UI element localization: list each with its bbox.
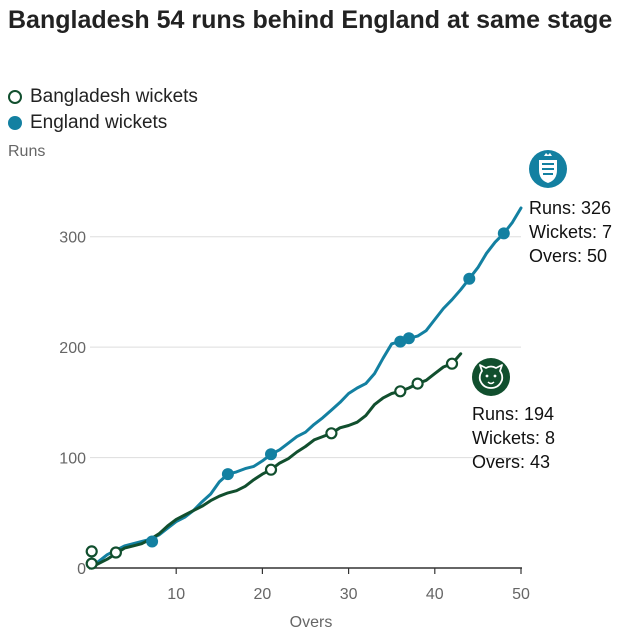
- england-summary: Runs: 326 Wickets: 7 Overs: 50: [529, 198, 612, 266]
- axes: 0 100 200 300 10 20 30 40 50: [59, 230, 530, 603]
- x-axis-title: Overs: [290, 614, 333, 631]
- y-tick-label-0: 0: [77, 561, 86, 578]
- bangladesh-wickets-label: Wickets: 8: [472, 428, 555, 448]
- legend-item-bangladesh: Bangladesh wickets: [8, 84, 198, 110]
- england-overs-label: Overs: 50: [529, 246, 607, 266]
- england-wicket-marker-7: [497, 227, 510, 240]
- legend-marker-bangladesh: [8, 90, 22, 104]
- bangladesh-tiger-badge-icon: [472, 358, 510, 396]
- y-tick-label-200: 200: [59, 340, 86, 357]
- england-wicket-marker-1: [146, 535, 159, 548]
- bangladesh-runs-label: Runs: 194: [472, 404, 554, 424]
- bangladesh-wicket-marker-6: [394, 385, 407, 398]
- chart-title: Bangladesh 54 runs behind England at sam…: [8, 6, 613, 34]
- legend-marker-england: [8, 116, 22, 130]
- grid-lines: [90, 236, 521, 459]
- y-tick-label-100: 100: [59, 451, 86, 468]
- legend-label-england: England wickets: [30, 112, 168, 133]
- bangladesh-wicket-marker-3: [109, 546, 123, 559]
- wicket-markers: [85, 227, 510, 570]
- england-wicket-marker-5: [402, 332, 415, 345]
- england-wickets-label: Wickets: 7: [529, 222, 612, 242]
- bangladesh-wicket-marker-2: [85, 545, 98, 558]
- x-tick-label-40: 40: [426, 586, 444, 603]
- legend-label-bangladesh: Bangladesh wickets: [30, 86, 198, 107]
- bangladesh-runs-line: [88, 352, 463, 570]
- y-tick-label-300: 300: [59, 230, 86, 247]
- legend-item-england: England wickets: [8, 110, 198, 136]
- bangladesh-wicket-marker-8: [445, 357, 459, 370]
- legend: Bangladesh wickets England wickets: [8, 84, 198, 136]
- england-runs-line: [88, 206, 523, 570]
- england-wicket-marker-2: [221, 468, 234, 481]
- bangladesh-wicket-marker-7: [411, 377, 424, 390]
- bangladesh-overs-label: Overs: 43: [472, 452, 550, 472]
- series-lines: [88, 206, 523, 570]
- england-wicket-marker-3: [265, 448, 277, 461]
- bangladesh-summary: Runs: 194 Wickets: 8 Overs: 43: [472, 404, 555, 472]
- england-three-lions-badge-icon: [529, 150, 567, 188]
- england-wicket-marker-6: [463, 272, 476, 285]
- x-tick-label-50: 50: [512, 586, 530, 603]
- bangladesh-wicket-marker-1: [85, 557, 98, 570]
- bangladesh-wicket-marker-5: [325, 427, 338, 440]
- y-axis-title: Runs: [8, 143, 46, 160]
- bangladesh-wicket-marker-4: [264, 463, 278, 476]
- england-runs-label: Runs: 326: [529, 198, 611, 218]
- x-tick-label-30: 30: [340, 586, 358, 603]
- x-tick-label-10: 10: [167, 586, 185, 603]
- x-tick-label-20: 20: [254, 586, 272, 603]
